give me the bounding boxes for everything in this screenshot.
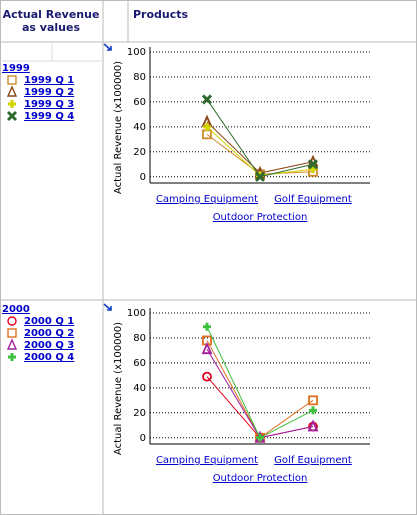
marker bbox=[202, 371, 212, 382]
y-tick-label: 80 bbox=[133, 333, 146, 344]
x-tick-label[interactable]: Camping Equipment bbox=[156, 455, 258, 466]
y-tick-label: 0 bbox=[140, 433, 146, 444]
marker bbox=[256, 433, 264, 442]
series-line bbox=[206, 340, 314, 439]
y-tick-label: 100 bbox=[127, 47, 146, 58]
marker bbox=[309, 406, 317, 415]
marker bbox=[8, 100, 16, 108]
legend-entry[interactable]: 1999 Q 3 bbox=[24, 99, 74, 110]
marker bbox=[309, 165, 317, 174]
marker bbox=[307, 419, 319, 432]
marker bbox=[203, 122, 211, 131]
arrow-icon bbox=[103, 43, 112, 51]
marker bbox=[203, 322, 211, 331]
x-tick-label[interactable]: Camping Equipment bbox=[156, 194, 258, 205]
header-products: Products bbox=[133, 8, 189, 21]
marker bbox=[6, 85, 18, 97]
y-tick-label: 60 bbox=[133, 358, 146, 369]
y-tick-label: 20 bbox=[133, 408, 146, 419]
marker bbox=[307, 159, 319, 170]
marker bbox=[8, 353, 16, 361]
marker bbox=[254, 171, 266, 182]
x-tick-label[interactable]: Outdoor Protection bbox=[213, 473, 308, 484]
y-tick-label: 80 bbox=[133, 72, 146, 83]
marker bbox=[201, 94, 213, 105]
y-axis-label: Actual Revenue (x100000) bbox=[113, 61, 124, 194]
marker bbox=[201, 341, 213, 355]
y-tick-label: 0 bbox=[140, 172, 146, 183]
y-tick-label: 40 bbox=[133, 383, 146, 394]
marker bbox=[6, 110, 18, 122]
group-label[interactable]: 1999 bbox=[2, 63, 30, 74]
marker bbox=[7, 328, 17, 338]
marker bbox=[308, 395, 318, 406]
y-tick-label: 60 bbox=[133, 97, 146, 108]
legend-entry[interactable]: 2000 Q 4 bbox=[24, 352, 74, 363]
legend-entry[interactable]: 1999 Q 4 bbox=[24, 111, 74, 122]
series-line bbox=[206, 376, 314, 439]
legend-entry[interactable]: 1999 Q 1 bbox=[24, 75, 74, 86]
y-tick-label: 20 bbox=[133, 147, 146, 158]
legend-entry[interactable]: 2000 Q 3 bbox=[24, 340, 74, 351]
x-tick-label[interactable]: Golf Equipment bbox=[274, 455, 352, 466]
y-tick-label: 40 bbox=[133, 122, 146, 133]
legend-entry[interactable]: 2000 Q 2 bbox=[24, 328, 74, 339]
x-tick-label[interactable]: Golf Equipment bbox=[274, 194, 352, 205]
legend-entry[interactable]: 1999 Q 2 bbox=[24, 87, 74, 98]
series-line bbox=[206, 121, 314, 174]
y-axis-label: Actual Revenue (x100000) bbox=[113, 322, 124, 455]
y-tick-label: 100 bbox=[127, 308, 146, 319]
marker bbox=[6, 338, 18, 350]
legend-entry[interactable]: 2000 Q 1 bbox=[24, 316, 74, 327]
group-label[interactable]: 2000 bbox=[2, 304, 30, 315]
marker bbox=[7, 75, 17, 85]
header-measure: as values bbox=[22, 21, 80, 34]
marker bbox=[7, 316, 17, 326]
x-tick-label[interactable]: Outdoor Protection bbox=[213, 212, 308, 223]
header-measure: Actual Revenue bbox=[3, 8, 100, 21]
arrow-icon bbox=[103, 303, 112, 311]
series-line bbox=[206, 326, 314, 439]
